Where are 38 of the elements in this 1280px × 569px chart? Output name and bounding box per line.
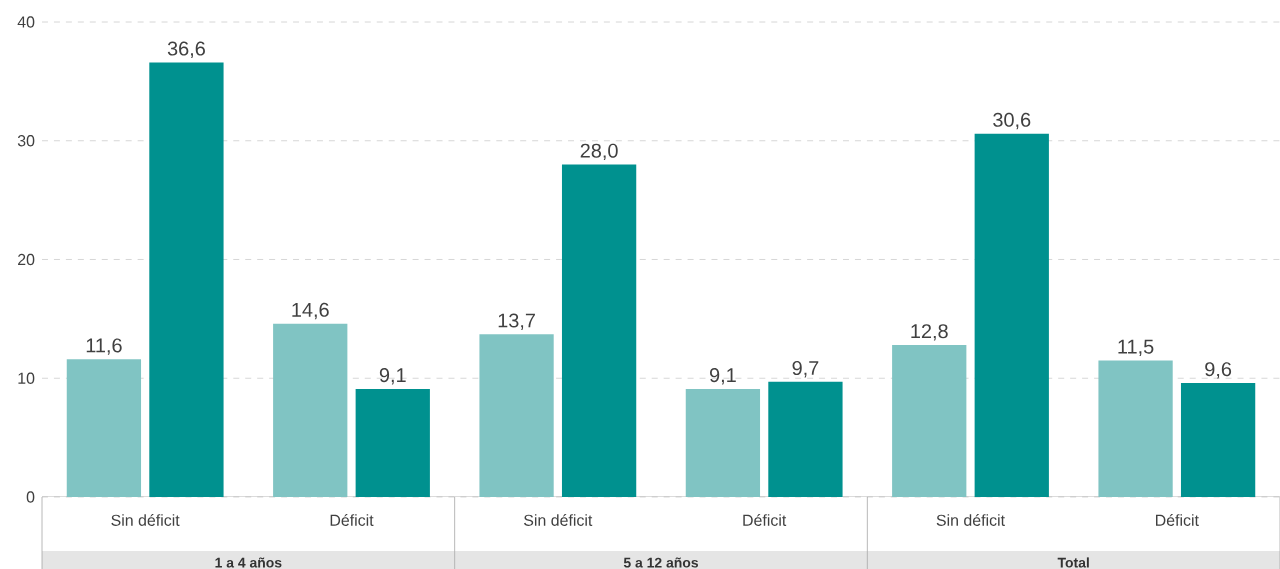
- bar: [561, 164, 637, 497]
- bar: [273, 323, 348, 497]
- text: 1 a 4 años: [215, 557, 282, 568]
- x-tick-label: Déficit: [1156, 514, 1199, 526]
- x-tick-label: Sin déficit: [524, 514, 593, 526]
- bar: [479, 334, 554, 497]
- bar: [892, 345, 967, 497]
- y-tick-label: 10: [18, 372, 35, 384]
- text: 5 a 12 años: [623, 557, 699, 568]
- x-tick-label: Sin déficit: [111, 514, 180, 526]
- bar: [66, 359, 142, 497]
- data-label: 12,8: [911, 324, 948, 341]
- y-tick-label: 20: [18, 253, 35, 266]
- y-tick-label: 40: [17, 16, 35, 28]
- data-label: 11,5: [1118, 339, 1154, 357]
- data-label: 36,6: [167, 41, 205, 58]
- bar: [149, 62, 224, 497]
- data-label: 13,7: [498, 313, 535, 330]
- data-label: 14,6: [292, 302, 329, 320]
- bar: [974, 133, 1049, 497]
- y-tick-label: 0: [26, 491, 35, 503]
- text: Total: [1057, 557, 1089, 568]
- x-tick-label: Déficit: [330, 514, 374, 526]
- data-label: 30,6: [993, 112, 1031, 130]
- data-label: 9,1: [379, 368, 406, 385]
- data-label: 9,7: [792, 360, 819, 378]
- y-tick-label: 30: [17, 135, 35, 147]
- data-label: 11,6: [86, 338, 122, 355]
- data-label: 9,1: [709, 368, 736, 385]
- x-tick-label: Déficit: [743, 514, 787, 526]
- data-label: 28,0: [580, 143, 618, 161]
- bar: [1180, 383, 1256, 497]
- bar: [1098, 360, 1173, 497]
- bar: [768, 381, 843, 497]
- data-label: 9,6: [1205, 362, 1232, 379]
- x-tick-label: Sin déficit: [936, 514, 1005, 526]
- bar: [685, 388, 761, 497]
- bar: [355, 388, 430, 497]
